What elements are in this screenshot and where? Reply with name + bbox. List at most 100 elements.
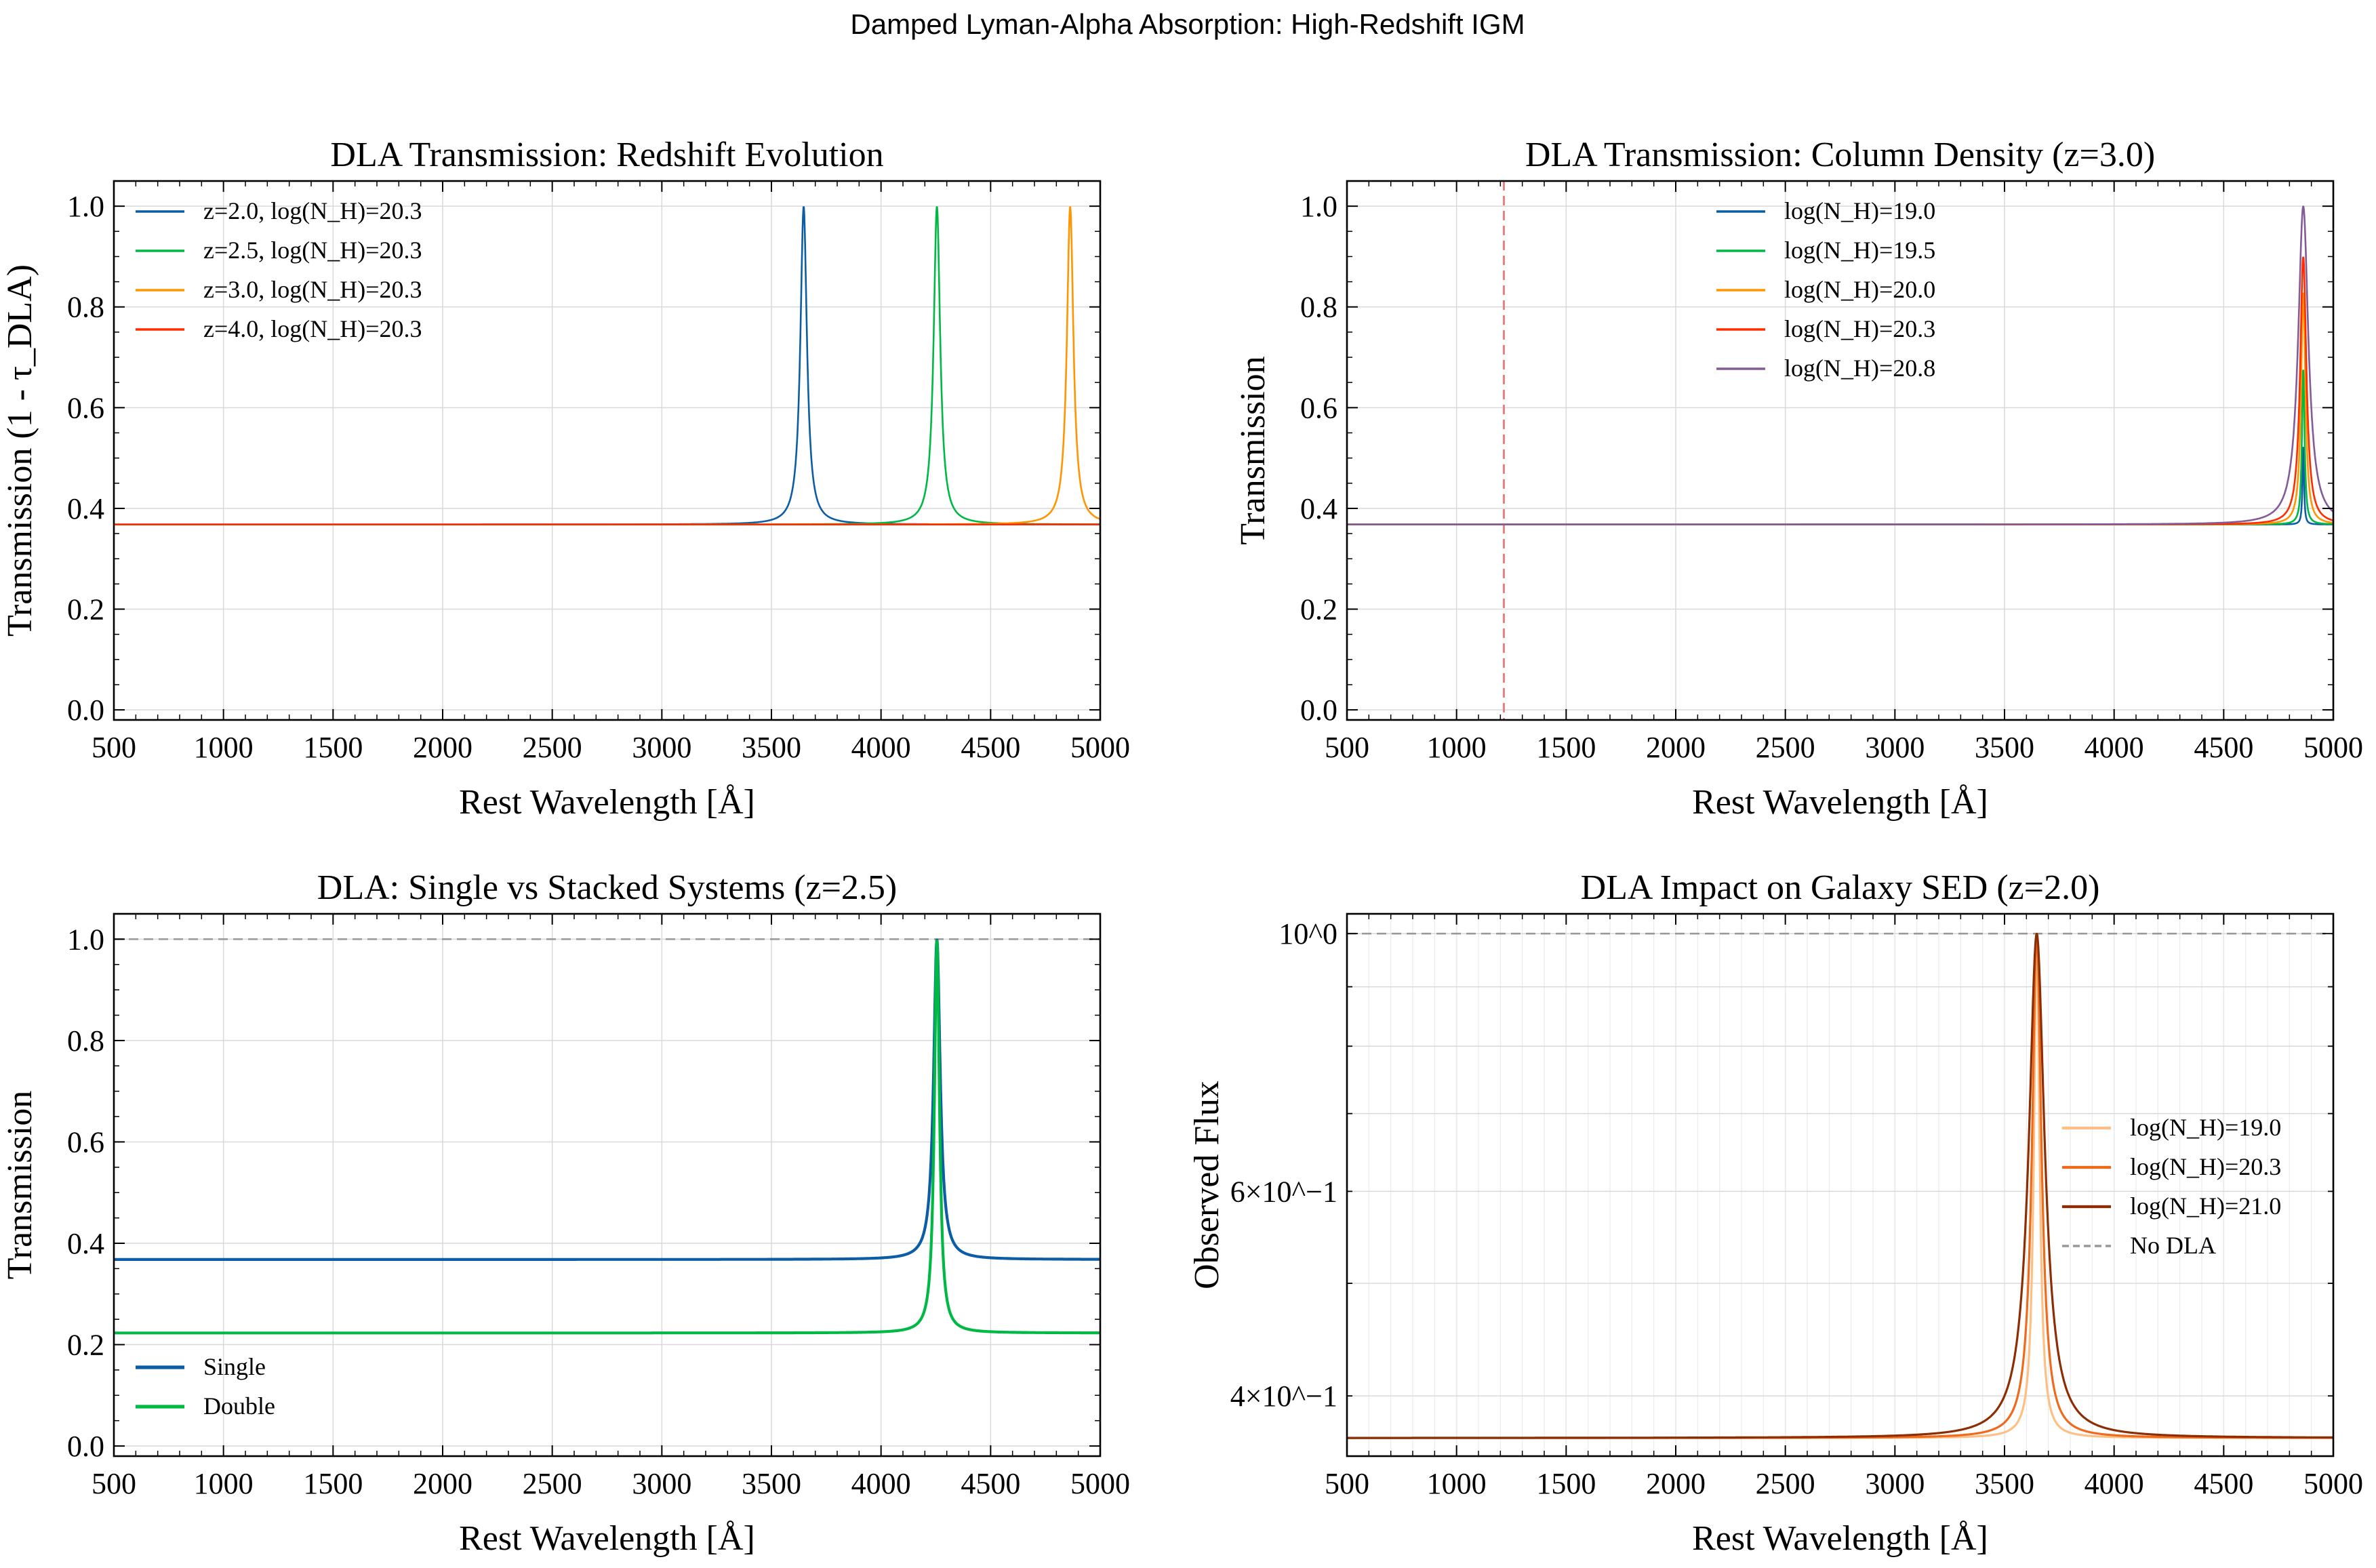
series-line-double — [114, 940, 1100, 1335]
panel-title: DLA Impact on Galaxy SED (z=2.0) — [1581, 868, 2100, 907]
legend-label: z=3.0, log(N_H)=20.3 — [203, 276, 422, 303]
x-tick-label: 4000 — [2085, 1467, 2144, 1500]
x-tick-label: 5000 — [1070, 731, 1130, 764]
figure-suptitle: Damped Lyman-Alpha Absorption: High-Reds… — [850, 8, 1525, 40]
x-tick-label: 4500 — [2194, 1467, 2253, 1500]
chart-panel-2: 500 1000 1500 2000 2500 3000 3500 4000 4500 5000 0… — [1234, 136, 2363, 822]
legend-label: log(N_H)=20.0 — [1784, 276, 1935, 303]
series-group — [1347, 205, 2333, 525]
axis-ticks — [1346, 914, 2334, 1456]
x-tick-label: 5000 — [1070, 1467, 1130, 1500]
x-tick-label: 3000 — [1865, 731, 1925, 764]
grid-lines — [113, 181, 1101, 720]
x-tick-label: 3500 — [742, 1467, 801, 1500]
y-tick-label: 0.8 — [67, 1024, 104, 1058]
x-tick-label: 4000 — [2085, 731, 2144, 764]
y-tick-label: 0.2 — [1300, 593, 1337, 626]
x-tick-label: 1000 — [1427, 1467, 1487, 1500]
series-line-log-n-h-21-0 — [1347, 933, 2333, 1439]
x-tick-label: 2000 — [413, 731, 472, 764]
x-tick-label: 5000 — [2303, 1467, 2363, 1500]
x-tick-label: 2500 — [523, 731, 582, 764]
y-axis-label: Transmission — [1, 1091, 39, 1279]
y-tick-label: 0.2 — [67, 1329, 104, 1362]
x-tick-label: 1000 — [1427, 731, 1487, 764]
plot-frame — [113, 180, 1102, 721]
x-tick-label: 500 — [1325, 731, 1369, 764]
y-axis-label: Transmission — [1234, 356, 1272, 544]
legend-label: log(N_H)=19.0 — [1784, 197, 1935, 224]
x-axis-label: Rest Wavelength [Å] — [1692, 1519, 1988, 1558]
legend-label: z=2.5, log(N_H)=20.3 — [203, 237, 422, 264]
axis-ticks — [113, 914, 1101, 1456]
x-tick-label: 3000 — [632, 1467, 691, 1500]
x-axis-label: Rest Wavelength [Å] — [459, 1519, 755, 1558]
x-tick-label: 3500 — [1975, 1467, 2034, 1500]
series-group — [114, 206, 1100, 525]
series-group — [114, 938, 1100, 1335]
panel-title: DLA Transmission: Column Density (z=3.0) — [1525, 136, 2155, 174]
y-tick-label: 0.0 — [67, 693, 104, 727]
x-tick-label: 4500 — [961, 1467, 1020, 1500]
plot-frame — [1346, 912, 2335, 1458]
legend-label: log(N_H)=19.0 — [2130, 1114, 2281, 1141]
y-tick-label: 0.6 — [67, 1125, 104, 1159]
y-tick-label: 0.4 — [67, 1227, 104, 1260]
grid-lines — [1346, 914, 2334, 1456]
x-tick-label: 1000 — [194, 731, 254, 764]
y-axis-label: Transmission (1 - τ_DLA) — [1, 264, 39, 637]
x-tick-label: 2500 — [1756, 1467, 1815, 1500]
x-axis-label: Rest Wavelength [Å] — [1692, 783, 1988, 822]
legend-label: z=2.0, log(N_H)=20.3 — [203, 197, 422, 224]
x-tick-label: 1500 — [303, 1467, 363, 1500]
plot-frame — [113, 912, 1102, 1458]
series-line-single — [114, 938, 1100, 1261]
legend-label: z=4.0, log(N_H)=20.3 — [203, 315, 422, 342]
series-line-log-n-h-19-5 — [1347, 369, 2333, 525]
chart-panel-3: 500 1000 1500 2000 2500 3000 3500 4000 4500 5000 0… — [1, 868, 1130, 1558]
legend-label: log(N_H)=20.3 — [2130, 1153, 2281, 1180]
x-tick-label: 4500 — [961, 731, 1020, 764]
legend: z=2.0, log(N_H)=20.3 z=2.5, log(N_H)=20.3… — [136, 197, 422, 342]
x-tick-label: 4000 — [851, 731, 911, 764]
legend: log(N_H)=19.0 log(N_H)=20.3 log(N_H)=21.0 N… — [2062, 1114, 2281, 1259]
y-tick-label: 10^0 — [1278, 917, 1337, 950]
legend-label: log(N_H)=19.5 — [1784, 237, 1935, 264]
axis-ticks — [1346, 181, 2334, 720]
grid-lines — [1346, 181, 2334, 720]
y-tick-label: 0.4 — [67, 492, 104, 525]
x-tick-label: 500 — [92, 1467, 136, 1500]
legend-label: Double — [203, 1392, 275, 1420]
axis-ticks — [113, 181, 1101, 720]
x-tick-label: 500 — [1325, 1467, 1369, 1500]
y-axis-label: Observed Flux — [1188, 1081, 1226, 1289]
x-tick-label: 3000 — [1865, 1467, 1925, 1500]
plot-frame — [1346, 180, 2335, 721]
y-tick-label: 0.4 — [1300, 492, 1337, 525]
legend-label: log(N_H)=20.3 — [1784, 315, 1935, 342]
x-tick-label: 2000 — [1646, 731, 1706, 764]
series-line-log-n-h-20-8 — [1347, 205, 2333, 525]
x-axis-label: Rest Wavelength [Å] — [459, 783, 755, 822]
x-tick-label: 3500 — [1975, 731, 2034, 764]
series-group — [1347, 933, 2333, 1439]
y-tick-label: 1.0 — [1300, 190, 1337, 223]
x-tick-label: 2000 — [1646, 1467, 1706, 1500]
x-tick-label: 2500 — [1756, 731, 1815, 764]
y-tick-label: 1.0 — [67, 923, 104, 956]
y-tick-label: 1.0 — [67, 190, 104, 223]
legend-label: Single — [203, 1353, 266, 1380]
grid-lines — [113, 914, 1101, 1456]
chart-panel-4: 500 1000 1500 2000 2500 3000 3500 4000 4500 5000 1… — [1188, 868, 2363, 1558]
panel-title: DLA: Single vs Stacked Systems (z=2.5) — [317, 868, 897, 907]
legend: Single Double — [136, 1353, 275, 1420]
y-tick-label: 6×10^−1 — [1230, 1175, 1337, 1208]
x-tick-label: 5000 — [2303, 731, 2363, 764]
panel-title: DLA Transmission: Redshift Evolution — [330, 136, 883, 174]
x-tick-label: 3500 — [742, 731, 801, 764]
x-tick-label: 2500 — [523, 1467, 582, 1500]
series-line-log-n-h-20-3 — [1347, 933, 2333, 1439]
series-line-log-n-h-19-0 — [1347, 447, 2333, 525]
x-tick-label: 4500 — [2194, 731, 2253, 764]
